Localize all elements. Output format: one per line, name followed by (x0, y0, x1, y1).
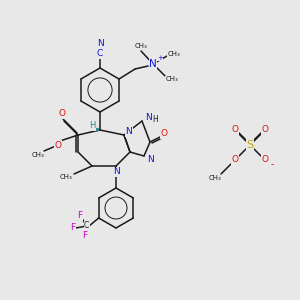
Text: CH₃: CH₃ (208, 175, 221, 181)
Text: CH₃: CH₃ (32, 152, 44, 158)
Text: C: C (84, 221, 89, 230)
Text: CH₃: CH₃ (166, 76, 178, 82)
Text: O: O (55, 140, 62, 149)
Text: CH₃: CH₃ (60, 174, 72, 180)
Text: N: N (97, 40, 104, 49)
Text: C: C (97, 50, 103, 58)
Text: O: O (58, 110, 65, 118)
Text: CH₃: CH₃ (135, 43, 147, 49)
Text: N: N (145, 112, 152, 122)
Text: F: F (77, 212, 82, 220)
Text: CH₃: CH₃ (168, 51, 180, 57)
Text: N: N (149, 59, 157, 69)
Text: O: O (160, 130, 167, 139)
Text: N: N (148, 154, 154, 164)
Text: O: O (262, 125, 268, 134)
Text: O: O (262, 155, 268, 164)
Text: F: F (82, 232, 87, 241)
Text: O: O (232, 125, 238, 134)
Text: +: + (157, 55, 163, 61)
Text: F: F (70, 224, 75, 232)
Text: -: - (270, 160, 274, 169)
Text: H: H (89, 122, 95, 130)
Text: S: S (246, 140, 254, 150)
Text: N: N (126, 128, 132, 136)
Text: H: H (152, 115, 158, 124)
Text: O: O (232, 155, 238, 164)
Text: N: N (112, 167, 119, 176)
